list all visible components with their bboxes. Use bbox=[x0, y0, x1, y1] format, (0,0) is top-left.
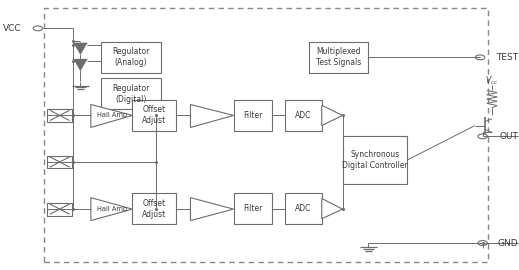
FancyBboxPatch shape bbox=[285, 193, 322, 224]
Text: Multiplexed
Test Signals: Multiplexed Test Signals bbox=[316, 47, 361, 68]
Text: Hall Amp: Hall Amp bbox=[97, 112, 127, 119]
Polygon shape bbox=[190, 198, 234, 221]
Text: Filter: Filter bbox=[243, 204, 263, 213]
FancyBboxPatch shape bbox=[234, 100, 272, 131]
Polygon shape bbox=[190, 104, 234, 127]
Text: Hall Amp: Hall Amp bbox=[97, 206, 127, 212]
Text: Regulator
(Analog): Regulator (Analog) bbox=[112, 47, 150, 68]
FancyBboxPatch shape bbox=[101, 78, 161, 109]
FancyBboxPatch shape bbox=[101, 42, 161, 73]
Text: Filter: Filter bbox=[243, 111, 263, 120]
FancyBboxPatch shape bbox=[132, 100, 176, 131]
Polygon shape bbox=[74, 59, 87, 70]
FancyBboxPatch shape bbox=[47, 156, 72, 168]
FancyBboxPatch shape bbox=[309, 42, 368, 73]
Polygon shape bbox=[322, 198, 343, 219]
Text: VCC: VCC bbox=[3, 24, 21, 33]
Text: TEST: TEST bbox=[496, 53, 518, 62]
Text: Regulator
(Digital): Regulator (Digital) bbox=[112, 84, 150, 104]
Polygon shape bbox=[74, 43, 87, 54]
FancyBboxPatch shape bbox=[343, 136, 407, 184]
Text: ADC: ADC bbox=[295, 204, 312, 213]
Polygon shape bbox=[91, 198, 132, 221]
Text: ADC: ADC bbox=[295, 111, 312, 120]
Text: $V_{cc}$: $V_{cc}$ bbox=[485, 75, 499, 87]
Text: Offset
Adjust: Offset Adjust bbox=[142, 105, 167, 126]
Polygon shape bbox=[91, 104, 132, 127]
FancyBboxPatch shape bbox=[285, 100, 322, 131]
Text: GND: GND bbox=[497, 238, 518, 248]
Polygon shape bbox=[322, 105, 343, 126]
FancyBboxPatch shape bbox=[234, 193, 272, 224]
FancyBboxPatch shape bbox=[47, 202, 72, 215]
FancyBboxPatch shape bbox=[47, 109, 72, 122]
Text: OUT: OUT bbox=[499, 132, 518, 141]
FancyBboxPatch shape bbox=[132, 193, 176, 224]
Text: Offset
Adjust: Offset Adjust bbox=[142, 198, 167, 219]
Text: Synchronous
Digital Controller: Synchronous Digital Controller bbox=[342, 150, 408, 170]
